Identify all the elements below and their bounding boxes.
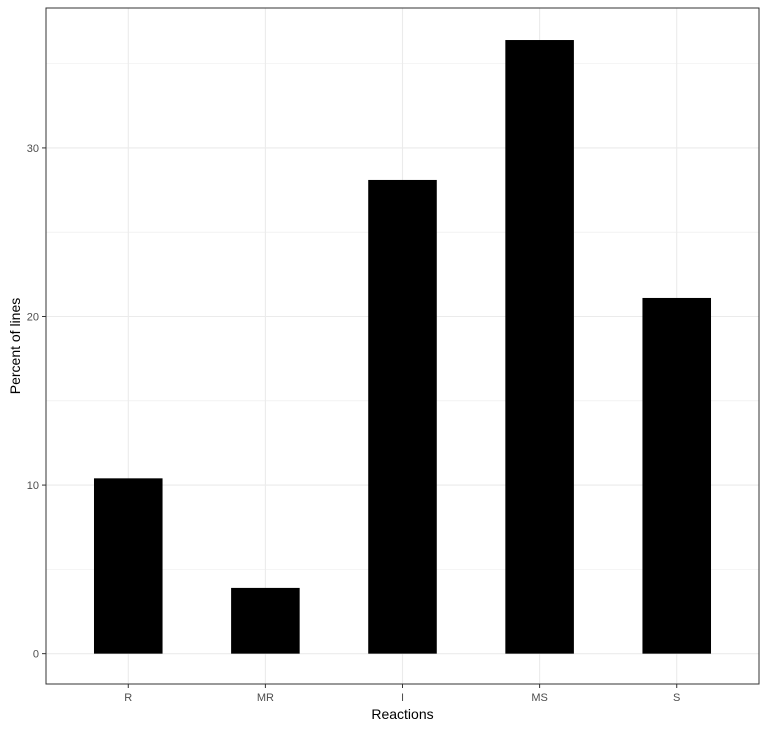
x-tick-label: R bbox=[124, 692, 132, 704]
y-tick-label: 0 bbox=[33, 649, 39, 661]
bars bbox=[93, 40, 712, 654]
x-tick-label: MR bbox=[257, 692, 274, 704]
y-tick-label: 10 bbox=[27, 480, 39, 492]
x-tick-label: MS bbox=[531, 692, 548, 704]
bar-mr bbox=[231, 587, 300, 654]
bar-i bbox=[368, 179, 437, 654]
bar-ms bbox=[505, 40, 574, 654]
y-axis-title: Percent of lines bbox=[7, 298, 23, 395]
x-tick-label: S bbox=[673, 692, 680, 704]
x-axis-title: Reactions bbox=[371, 706, 433, 722]
x-axis: R MR I MS S bbox=[124, 684, 680, 704]
y-tick-label: 20 bbox=[27, 311, 39, 323]
x-tick-label: I bbox=[401, 692, 404, 704]
y-axis: 0 10 20 30 bbox=[27, 143, 46, 661]
bar-s bbox=[642, 297, 712, 654]
y-tick-label: 30 bbox=[27, 143, 39, 155]
bar-r bbox=[93, 478, 163, 654]
